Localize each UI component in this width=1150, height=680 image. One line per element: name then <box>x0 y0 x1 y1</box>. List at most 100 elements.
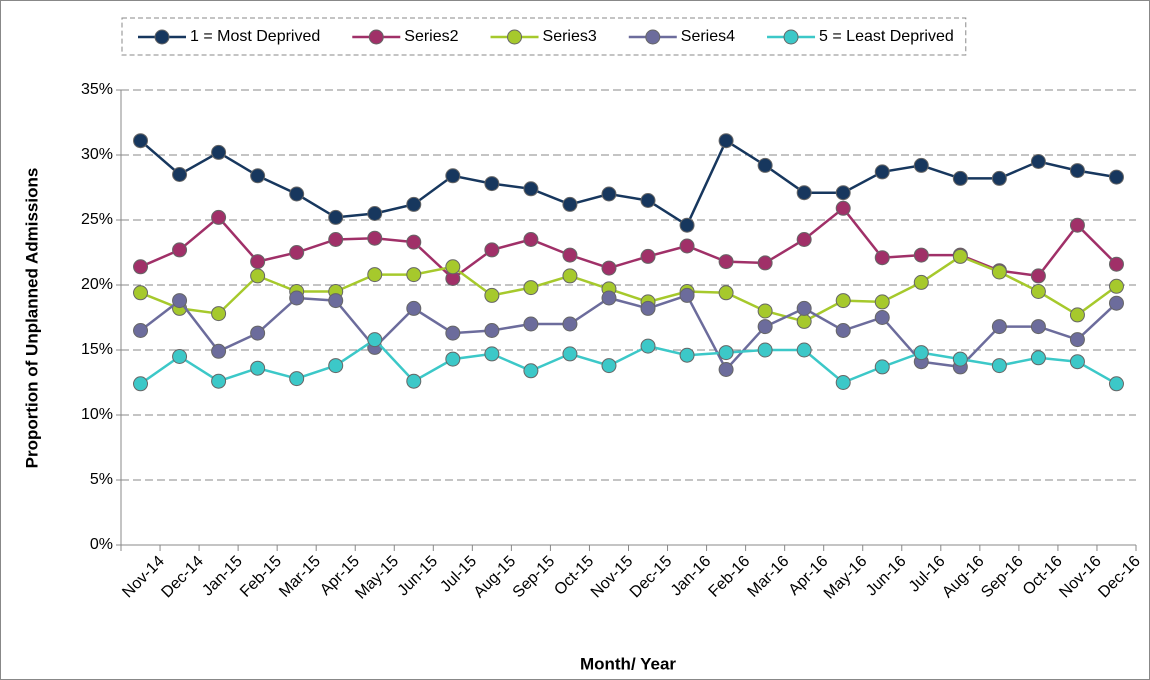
series-marker <box>406 300 422 316</box>
series-marker <box>718 254 734 270</box>
legend-marker <box>783 29 799 45</box>
series-marker <box>289 371 305 387</box>
y-tick-label: 25% <box>81 211 113 228</box>
series-marker <box>796 313 812 329</box>
series-marker <box>328 209 344 225</box>
series-marker <box>1030 319 1046 335</box>
series-marker <box>874 310 890 325</box>
series-marker <box>484 176 500 192</box>
series-marker <box>718 362 734 377</box>
series-marker <box>913 345 929 361</box>
series-marker <box>835 200 851 216</box>
y-tick-label: 30% <box>81 146 113 163</box>
series-marker <box>952 248 968 264</box>
series-marker <box>640 248 656 264</box>
series-marker <box>1030 284 1046 299</box>
legend-label: Series3 <box>543 28 597 45</box>
legend-label: Series4 <box>681 28 735 45</box>
series-marker <box>289 186 305 202</box>
series-marker <box>328 232 344 247</box>
series-marker <box>835 293 851 309</box>
series-marker <box>328 358 344 374</box>
series-marker <box>367 206 383 221</box>
series-marker <box>211 373 227 389</box>
series-marker <box>172 349 188 364</box>
series-marker <box>757 319 773 335</box>
series-marker <box>952 351 968 367</box>
series-marker <box>445 351 461 367</box>
series-marker <box>640 193 656 208</box>
series-marker <box>484 323 500 338</box>
series-marker <box>250 360 266 376</box>
series-marker <box>913 157 929 173</box>
series-marker <box>991 319 1007 335</box>
series-marker <box>367 332 383 348</box>
x-axis-title: Month/ Year <box>580 654 676 673</box>
series-marker <box>952 170 968 186</box>
series-marker <box>835 323 851 338</box>
series-marker <box>796 185 812 201</box>
series-marker <box>1108 295 1124 311</box>
y-tick-label: 35% <box>81 81 113 98</box>
series-marker <box>250 168 266 184</box>
series-marker <box>1069 163 1085 179</box>
series-marker <box>679 238 695 254</box>
series-marker <box>1108 278 1124 294</box>
series-marker <box>718 345 734 361</box>
series-marker <box>562 316 578 332</box>
y-tick-label: 10% <box>81 406 113 423</box>
series-marker <box>991 358 1007 374</box>
series-marker <box>718 285 734 301</box>
series-marker <box>757 157 773 173</box>
series-marker <box>757 255 773 271</box>
series-marker <box>523 181 539 197</box>
series-marker <box>328 293 344 309</box>
series-marker <box>796 342 812 358</box>
series-marker <box>874 250 890 266</box>
series-marker <box>211 209 227 225</box>
series-marker <box>874 294 890 310</box>
series-marker <box>133 133 149 149</box>
legend: 1 = Most Deprived Series2 Series3 Series4 5 … <box>121 17 967 56</box>
series-marker <box>211 306 227 322</box>
series-marker <box>523 316 539 332</box>
series-marker <box>172 242 188 258</box>
series-marker <box>874 164 890 180</box>
series-marker <box>1030 350 1046 366</box>
series-marker <box>406 196 422 212</box>
legend-marker <box>645 29 661 45</box>
series-marker <box>406 234 422 250</box>
series-marker <box>835 375 851 390</box>
legend-marker <box>368 29 384 45</box>
y-tick-label: 15% <box>81 341 113 358</box>
series-marker <box>601 260 617 276</box>
series-marker <box>679 347 695 363</box>
series-marker <box>796 300 812 316</box>
series-marker <box>523 232 539 247</box>
series-marker <box>250 254 266 270</box>
series-marker <box>406 267 422 283</box>
series-marker <box>679 287 695 303</box>
series-marker <box>523 280 539 296</box>
legend-marker <box>154 29 170 45</box>
series-marker <box>367 267 383 283</box>
legend-box <box>121 17 967 56</box>
series-marker <box>640 338 656 354</box>
series-marker <box>445 168 461 184</box>
series-marker <box>484 287 500 303</box>
series-marker <box>991 264 1007 280</box>
series-marker <box>562 247 578 263</box>
series-marker <box>445 325 461 341</box>
series-marker <box>835 185 851 201</box>
series-marker <box>601 358 617 374</box>
series-marker <box>991 170 1007 186</box>
series-marker <box>211 343 227 359</box>
series-marker <box>1108 376 1124 392</box>
series-marker <box>874 359 890 375</box>
series-marker <box>1069 332 1085 348</box>
series-marker <box>211 144 227 160</box>
series-marker <box>757 342 773 358</box>
series-marker <box>562 196 578 212</box>
